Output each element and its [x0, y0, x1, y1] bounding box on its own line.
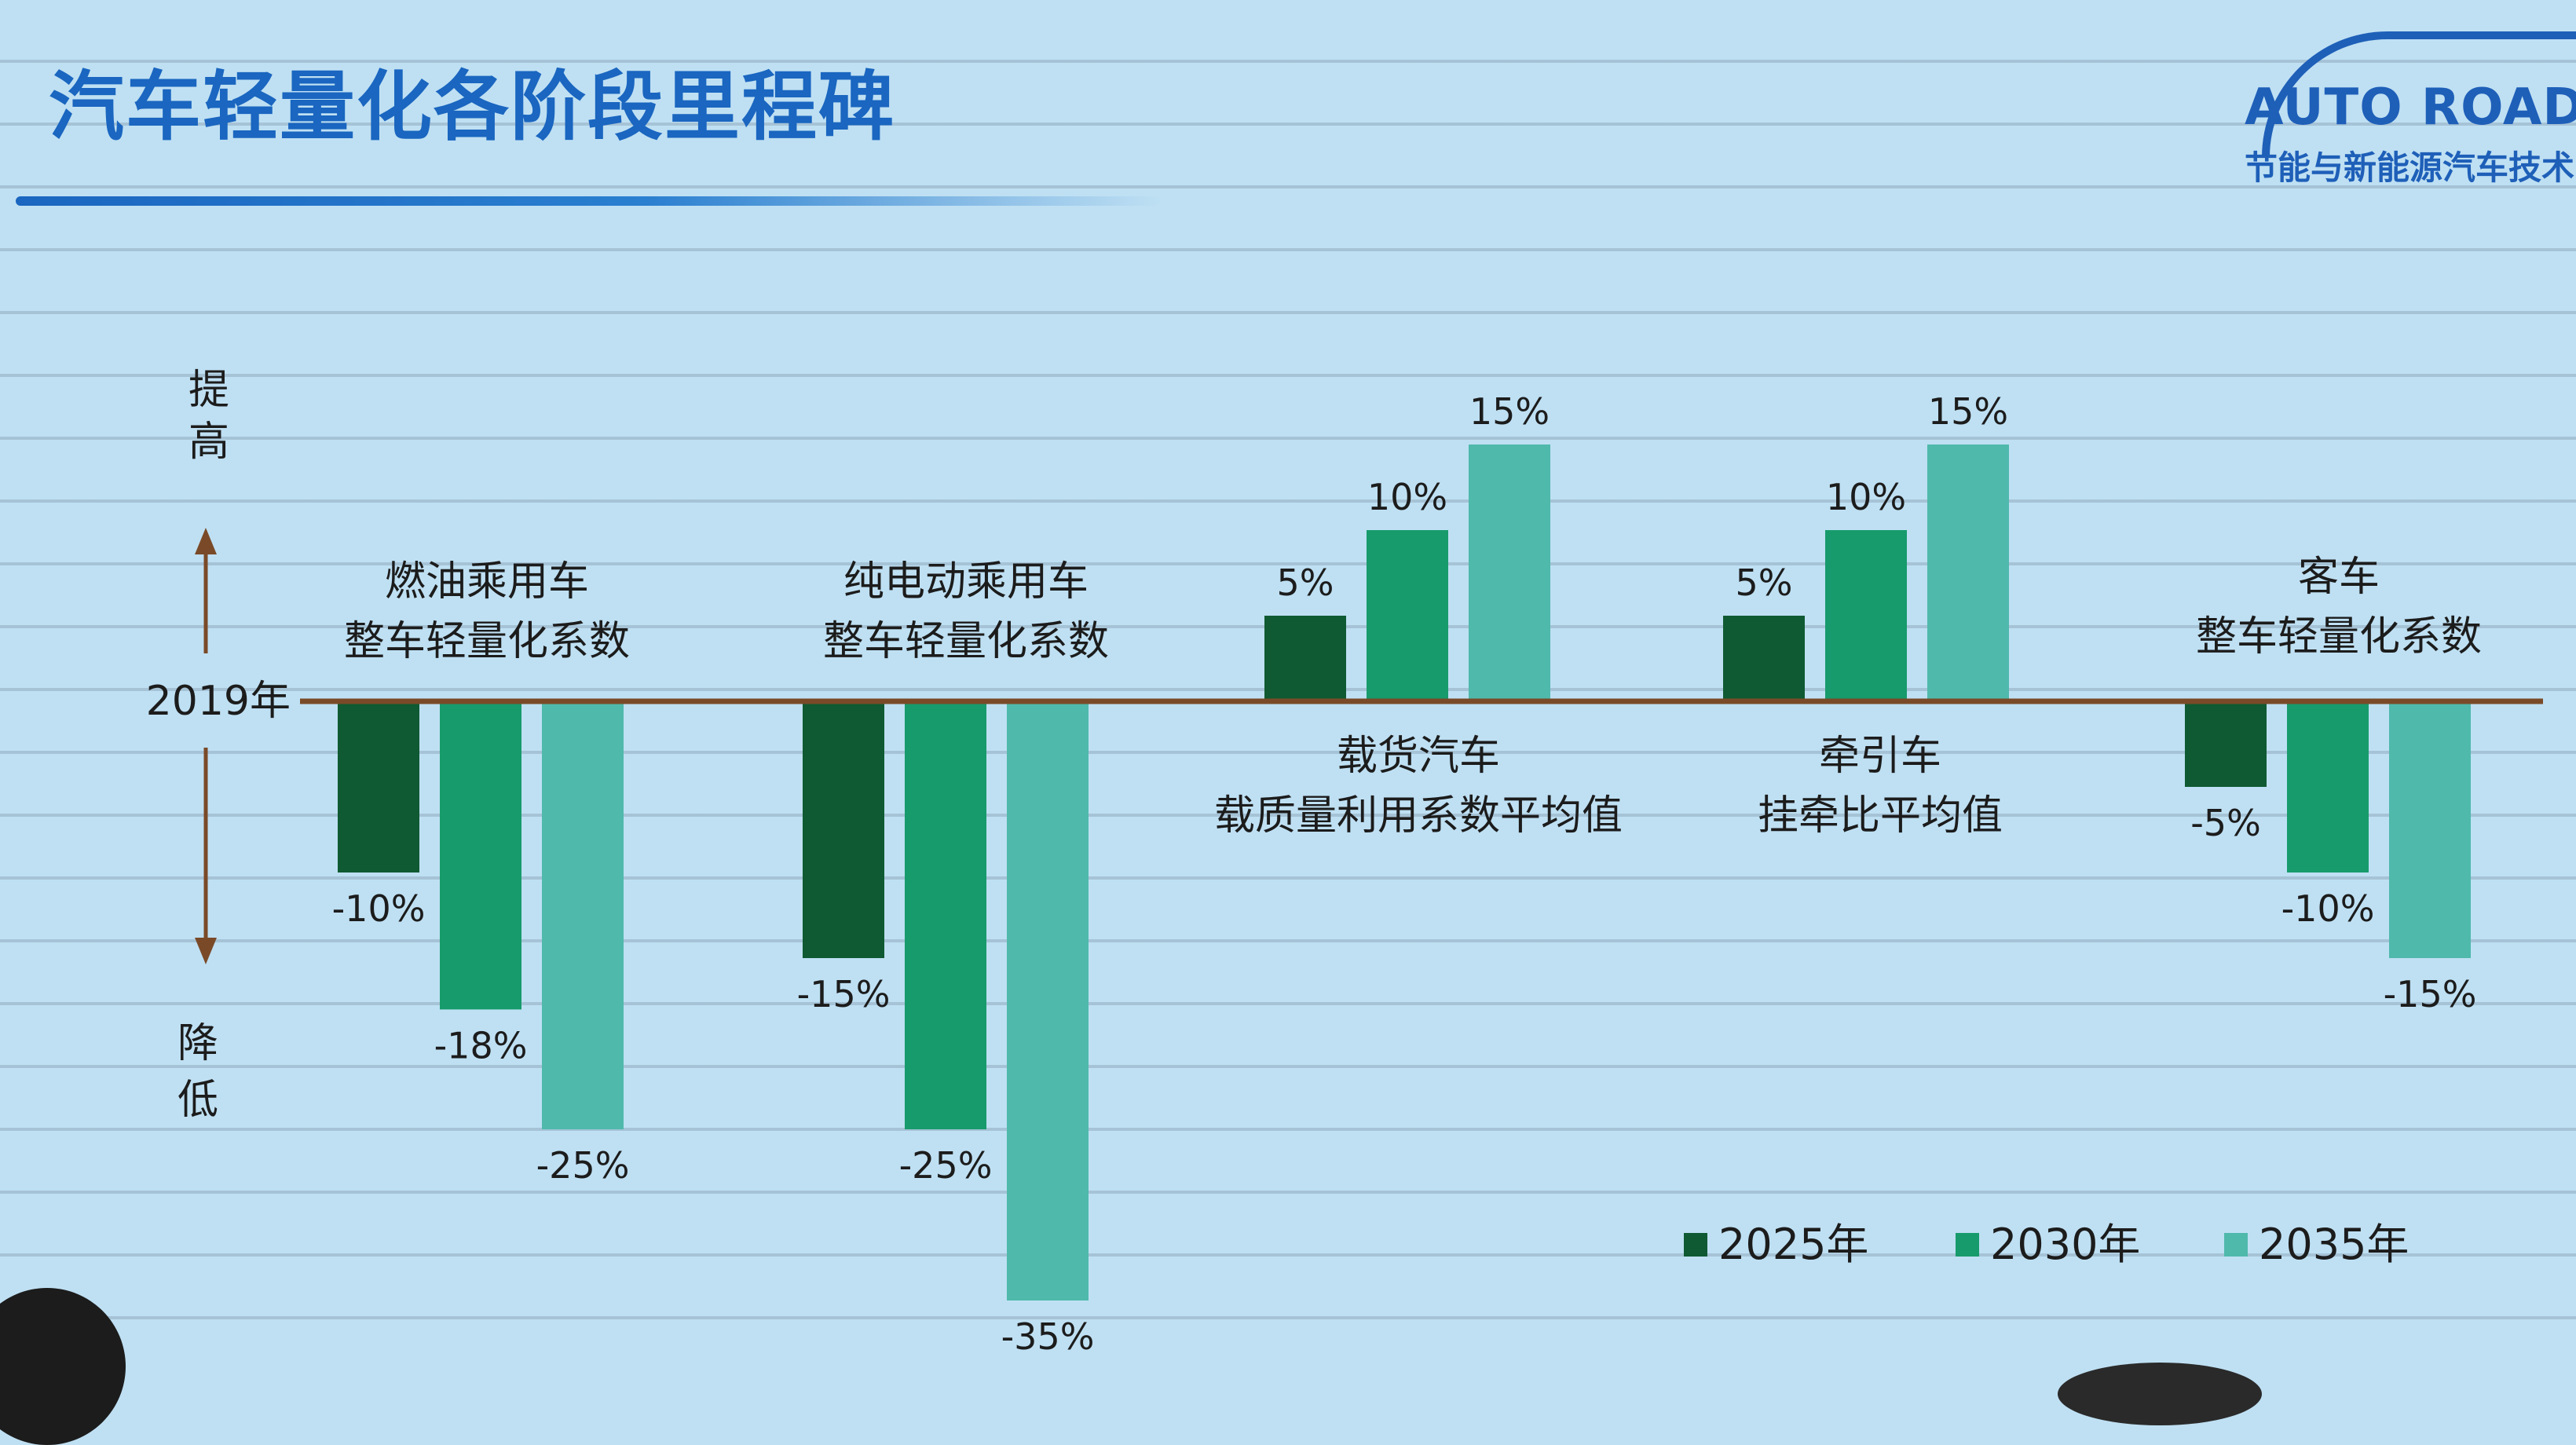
- data-label-2-4: -15%: [2384, 973, 2477, 1015]
- bar-0-0: [338, 701, 419, 872]
- data-label-0-0: -10%: [332, 887, 426, 930]
- bar-1-2: [1367, 530, 1448, 701]
- bar-2-1: [1007, 701, 1089, 1300]
- category-label-0: 燃油乘用车整车轻量化系数: [344, 558, 630, 665]
- data-label-1-3: 10%: [1826, 476, 1906, 518]
- category-label-1: 纯电动乘用车整车轻量化系数: [823, 558, 1109, 665]
- legend-swatch-2: [2224, 1233, 2248, 1257]
- data-label-0-4: -5%: [2190, 802, 2261, 844]
- arrow-up-icon: [195, 528, 217, 554]
- data-label-1-4: -10%: [2281, 887, 2375, 930]
- data-label-1-1: -25%: [899, 1144, 993, 1187]
- legend-swatch-0: [1684, 1233, 1707, 1257]
- legend: 2025年 2030年 2035年: [1684, 1220, 2409, 1269]
- data-label-2-3: 15%: [1928, 390, 2008, 433]
- bar-2-3: [1927, 444, 2009, 701]
- bar-2-2: [1469, 444, 1550, 701]
- bar-0-2: [1264, 616, 1346, 701]
- up-label: 提高: [188, 367, 229, 466]
- data-label-0-3: 5%: [1736, 562, 1793, 604]
- direction-arrow: [195, 528, 217, 964]
- bar-0-4: [2185, 701, 2267, 787]
- bar-1-1: [905, 701, 986, 1129]
- data-label-0-1: -15%: [797, 973, 891, 1015]
- legend-label-0: 2025年: [1718, 1220, 1868, 1269]
- logo-subtitle: 节能与新能源汽车技术: [2245, 148, 2575, 187]
- logo: AUTO ROAD 节能与新能源汽车技术: [2238, 24, 2576, 188]
- data-label-0-2: 5%: [1277, 562, 1334, 604]
- title-underline: [16, 196, 1162, 206]
- baseline-label: 2019年: [146, 678, 291, 725]
- legend-label-1: 2030年: [1990, 1220, 2140, 1269]
- arrow-down-icon: [195, 938, 217, 964]
- bars-layer: [338, 444, 2471, 1300]
- bar-1-3: [1825, 530, 1907, 701]
- bar-0-1: [803, 701, 884, 958]
- slide-title: 汽车轻量化各阶段里程碑: [49, 63, 895, 151]
- data-labels: -10% -15% 5% 5% -5% -18% -25% 10% 10% -10% -25% -35…: [332, 390, 2477, 1358]
- bar-2-0: [542, 701, 624, 1129]
- legend-swatch-1: [1956, 1233, 1979, 1257]
- category-label-4: 客车整车轻量化系数: [2196, 554, 2482, 660]
- category-label-2: 载货汽车载质量利用系数平均值: [1214, 733, 1623, 840]
- bar-2-4: [2389, 701, 2471, 958]
- bar-1-4: [2287, 701, 2369, 872]
- data-label-2-2: 15%: [1469, 390, 1550, 433]
- audience-silhouette-2: [2058, 1363, 2262, 1425]
- down-label: 降低: [177, 1020, 218, 1124]
- category-label-3: 牵引车挂牵比平均值: [1758, 733, 2003, 840]
- bar-chart: 2019年 提高 降低 燃油乘用车整车轻量化系数 纯电动乘用车整车轻量化系数载货汽…: [146, 367, 2543, 1358]
- bar-1-0: [440, 701, 521, 1010]
- data-label-2-0: -25%: [536, 1144, 630, 1187]
- data-label-1-0: -18%: [434, 1024, 528, 1066]
- bar-0-3: [1723, 616, 1805, 701]
- logo-name: AUTO ROAD: [2245, 79, 2576, 137]
- data-label-1-2: 10%: [1367, 476, 1447, 518]
- data-label-2-1: -35%: [1001, 1315, 1095, 1358]
- legend-label-2: 2035年: [2259, 1220, 2409, 1269]
